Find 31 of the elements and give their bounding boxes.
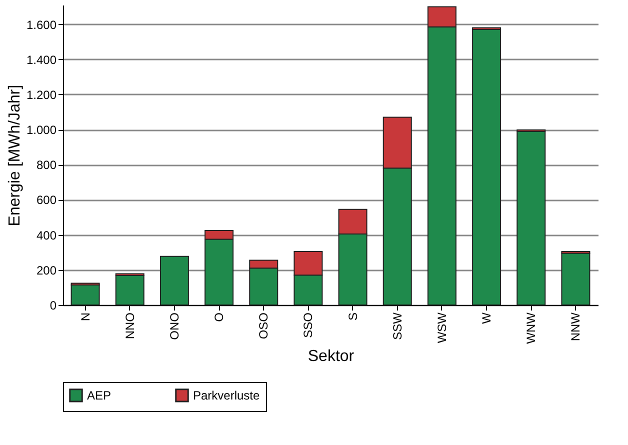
bar: [472, 29, 502, 306]
y-tick-label: 400: [36, 228, 57, 242]
x-tick-label: SSO: [301, 312, 316, 338]
x-tick-label: W: [480, 312, 494, 324]
bar: [516, 130, 546, 306]
x-tick-label: S: [346, 312, 360, 321]
bar: [561, 252, 590, 306]
x-axis-title: Sektor: [308, 348, 355, 365]
y-tick-label: 600: [36, 193, 57, 208]
y-tick-label: 1.600: [26, 18, 57, 32]
x-tick-label: WSW: [434, 312, 449, 344]
x-tick-label: NNW: [568, 312, 583, 342]
y-axis-title: Energie [MWh/Jahr]: [6, 84, 24, 226]
y-tick-label: 1.200: [26, 88, 57, 102]
x-tick-label: N: [78, 312, 92, 322]
y-tick-label: 1.000: [26, 123, 57, 138]
legend-label: AEP: [87, 388, 112, 402]
x-tick-label: O: [212, 312, 226, 322]
bar: [160, 256, 189, 306]
bar: [70, 284, 100, 306]
y-tick-label: 1.400: [26, 52, 57, 67]
y-tick-label: 800: [36, 158, 57, 172]
legend-label: Parkverluste: [193, 388, 260, 402]
x-tick-label: WNW: [524, 312, 538, 344]
bar: [115, 275, 144, 306]
x-tick-label: SSW: [390, 312, 404, 340]
x-tick-label: OSO: [256, 312, 271, 340]
y-tick-label: 0: [50, 298, 57, 312]
x-tick-label: NNO: [122, 312, 137, 340]
x-tick-label: ONO: [167, 312, 182, 340]
y-tick-label: 200: [36, 263, 57, 278]
